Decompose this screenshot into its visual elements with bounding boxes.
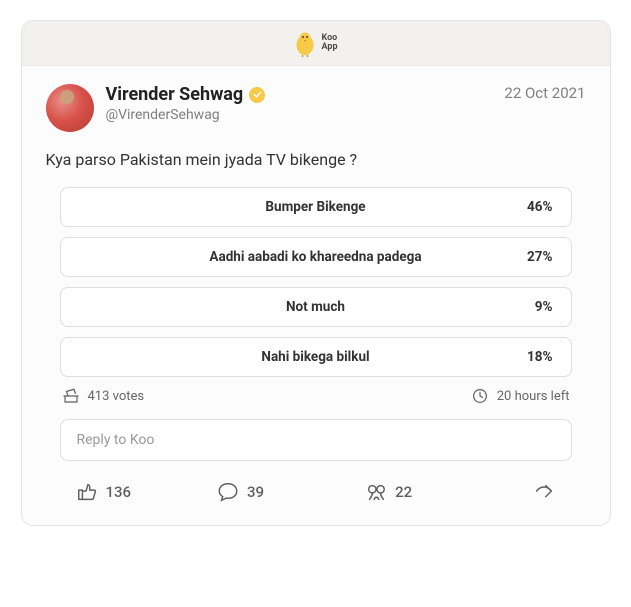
- like-button[interactable]: 136: [76, 481, 217, 503]
- poll-option-label: Aadhi aabadi ko khareedna padega: [209, 249, 421, 265]
- poll-time-left-text: 20 hours left: [497, 389, 570, 404]
- verified-badge-icon: [249, 87, 265, 103]
- user-handle[interactable]: @VirenderSehwag: [106, 107, 493, 123]
- rekoo-button[interactable]: 22: [365, 481, 533, 503]
- comment-button[interactable]: 39: [217, 481, 365, 503]
- poll-option[interactable]: Not much 9%: [60, 287, 572, 327]
- poll-option-label: Not much: [286, 299, 345, 315]
- poll-time-left: 20 hours left: [471, 387, 570, 405]
- post-date: 22 Oct 2021: [504, 84, 585, 102]
- app-name: Koo App: [321, 34, 337, 52]
- poll-option-pct: 9%: [511, 299, 553, 315]
- action-bar: 136 39 22: [46, 463, 586, 525]
- koo-bird-icon: [293, 29, 317, 57]
- name-line: Virender Sehwag: [106, 84, 493, 105]
- poll-option[interactable]: Aadhi aabadi ko khareedna padega 27%: [60, 237, 572, 277]
- rekoo-count: 22: [395, 483, 412, 501]
- like-count: 136: [106, 483, 132, 501]
- display-name[interactable]: Virender Sehwag: [106, 84, 244, 105]
- card-header: Koo App: [22, 21, 610, 66]
- thumbs-up-icon: [76, 481, 98, 503]
- poll-meta: 413 votes 20 hours left: [62, 387, 570, 405]
- comment-icon: [217, 481, 239, 503]
- poll-votes-text: 413 votes: [88, 389, 145, 404]
- reply-box: Reply to Koo: [60, 419, 572, 461]
- poll-option[interactable]: Bumper Bikenge 46%: [60, 187, 572, 227]
- poll-option[interactable]: Nahi bikega bilkul 18%: [60, 337, 572, 377]
- share-button[interactable]: [533, 481, 555, 503]
- avatar[interactable]: [46, 84, 94, 132]
- post-text: Kya parso Pakistan mein jyada TV bikenge…: [46, 150, 586, 169]
- poll-option-pct: 46%: [511, 199, 553, 215]
- poll-option-label: Bumper Bikenge: [265, 199, 365, 215]
- reply-input[interactable]: Reply to Koo: [60, 419, 572, 461]
- poll-option-label: Nahi bikega bilkul: [261, 349, 369, 365]
- post-content: Virender Sehwag @VirenderSehwag 22 Oct 2…: [22, 66, 610, 525]
- post-card: Koo App Virender Sehwag @VirenderSehwag …: [21, 20, 611, 526]
- share-icon: [533, 481, 555, 503]
- clock-icon: [471, 387, 489, 405]
- rekoo-icon: [365, 481, 387, 503]
- poll-option-pct: 27%: [511, 249, 553, 265]
- app-logo[interactable]: Koo App: [293, 29, 337, 57]
- poll-votes: 413 votes: [62, 387, 145, 405]
- app-name-line2: App: [321, 43, 337, 52]
- ballot-icon: [62, 387, 80, 405]
- comment-count: 39: [247, 483, 264, 501]
- poll: Bumper Bikenge 46% Aadhi aabadi ko khare…: [46, 187, 586, 405]
- profile-info: Virender Sehwag @VirenderSehwag: [106, 84, 493, 123]
- poll-option-pct: 18%: [511, 349, 553, 365]
- profile-row: Virender Sehwag @VirenderSehwag 22 Oct 2…: [46, 84, 586, 132]
